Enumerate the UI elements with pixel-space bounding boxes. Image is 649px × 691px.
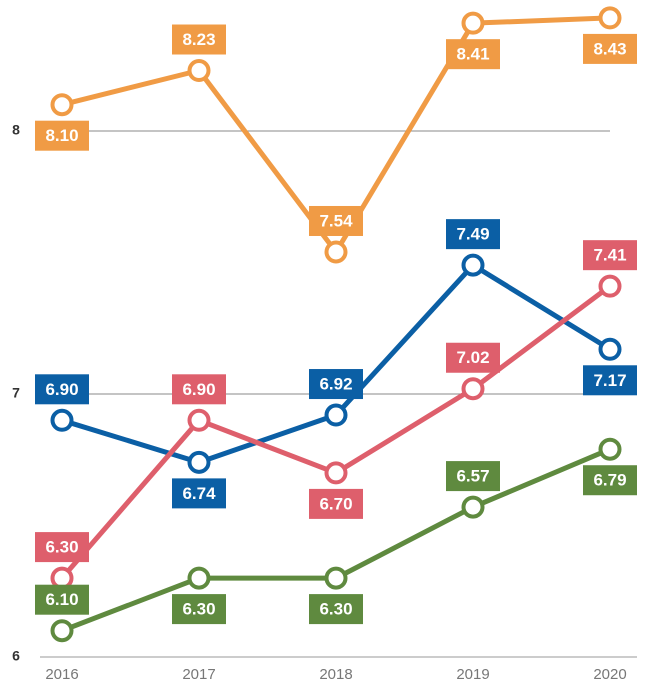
value-label-text: 8.43	[593, 39, 626, 58]
value-label-text: 8.41	[456, 45, 489, 64]
point	[50, 93, 74, 117]
point	[598, 274, 622, 298]
value-label-text: 6.10	[45, 590, 78, 609]
value-label-text: 6.92	[319, 375, 352, 394]
value-label: 8.43	[583, 33, 637, 64]
label-box	[172, 374, 226, 405]
x-tick-label: 2019	[456, 666, 489, 683]
value-label: 7.17	[583, 365, 637, 396]
point	[461, 253, 485, 277]
value-label-text: 8.10	[45, 126, 78, 145]
label-box	[446, 342, 500, 373]
label-box	[446, 39, 500, 70]
point	[187, 450, 211, 474]
label-box	[309, 488, 363, 519]
point	[50, 408, 74, 432]
value-label-text: 6.74	[182, 484, 216, 503]
label-box	[446, 219, 500, 250]
value-label-text: 6.30	[182, 600, 215, 619]
label-box	[309, 594, 363, 625]
label-box	[309, 369, 363, 400]
value-label-text: 7.49	[456, 225, 489, 244]
value-label: 6.57	[446, 461, 500, 492]
point	[324, 566, 348, 590]
value-label: 6.74	[172, 478, 226, 509]
label-box	[172, 478, 226, 509]
label-box	[172, 24, 226, 55]
value-label: 7.02	[446, 342, 500, 373]
value-label: 6.30	[172, 594, 226, 625]
value-label: 6.10	[35, 584, 89, 615]
point	[187, 408, 211, 432]
point	[324, 403, 348, 427]
value-label-text: 7.41	[593, 246, 626, 265]
point	[324, 240, 348, 264]
label-box	[446, 461, 500, 492]
value-label-text: 7.02	[456, 348, 489, 367]
value-label-text: 6.90	[45, 380, 78, 399]
point	[50, 619, 74, 643]
point	[324, 461, 348, 485]
label-box	[309, 205, 363, 236]
point	[598, 437, 622, 461]
label-box	[35, 374, 89, 405]
label-box	[583, 240, 637, 271]
y-tick-label: 8	[12, 122, 20, 138]
value-label-text: 6.30	[45, 538, 78, 557]
y-tick-label: 6	[12, 648, 20, 664]
value-label-text: 6.57	[456, 467, 489, 486]
series-line	[61, 262, 612, 465]
point	[187, 566, 211, 590]
label-box	[35, 584, 89, 615]
value-label: 7.49	[446, 219, 500, 250]
label-box	[583, 465, 637, 496]
y-tick-label: 7	[12, 385, 20, 401]
x-tick-label: 2018	[319, 666, 352, 683]
value-label: 8.41	[446, 39, 500, 70]
point	[598, 337, 622, 361]
point	[187, 59, 211, 83]
x-tick-label: 2016	[45, 666, 78, 683]
value-label: 8.23	[172, 24, 226, 55]
series-line	[60, 284, 612, 580]
value-label-text: 7.54	[319, 211, 353, 230]
value-label-text: 6.79	[593, 471, 626, 490]
value-label: 6.90	[172, 374, 226, 405]
label-box	[172, 594, 226, 625]
point	[461, 11, 485, 35]
value-label-text: 6.90	[182, 380, 215, 399]
x-tick-label: 2017	[182, 666, 215, 683]
value-label: 6.70	[309, 488, 363, 519]
value-label: 6.30	[309, 594, 363, 625]
value-label: 7.41	[583, 240, 637, 271]
x-tick-label: 2020	[593, 666, 626, 683]
value-label: 7.54	[309, 205, 363, 236]
label-box	[583, 365, 637, 396]
value-label-text: 7.17	[593, 371, 626, 390]
value-label: 6.90	[35, 374, 89, 405]
label-box	[35, 120, 89, 151]
point	[598, 6, 622, 30]
value-label: 8.10	[35, 120, 89, 151]
point	[461, 495, 485, 519]
label-box	[583, 33, 637, 64]
value-label: 6.30	[35, 532, 89, 563]
value-label: 6.79	[583, 465, 637, 496]
value-label-text: 6.30	[319, 600, 352, 619]
value-label-text: 6.70	[319, 494, 352, 513]
point	[461, 377, 485, 401]
value-label: 6.92	[309, 369, 363, 400]
label-box	[35, 532, 89, 563]
value-label-text: 8.23	[182, 30, 215, 49]
